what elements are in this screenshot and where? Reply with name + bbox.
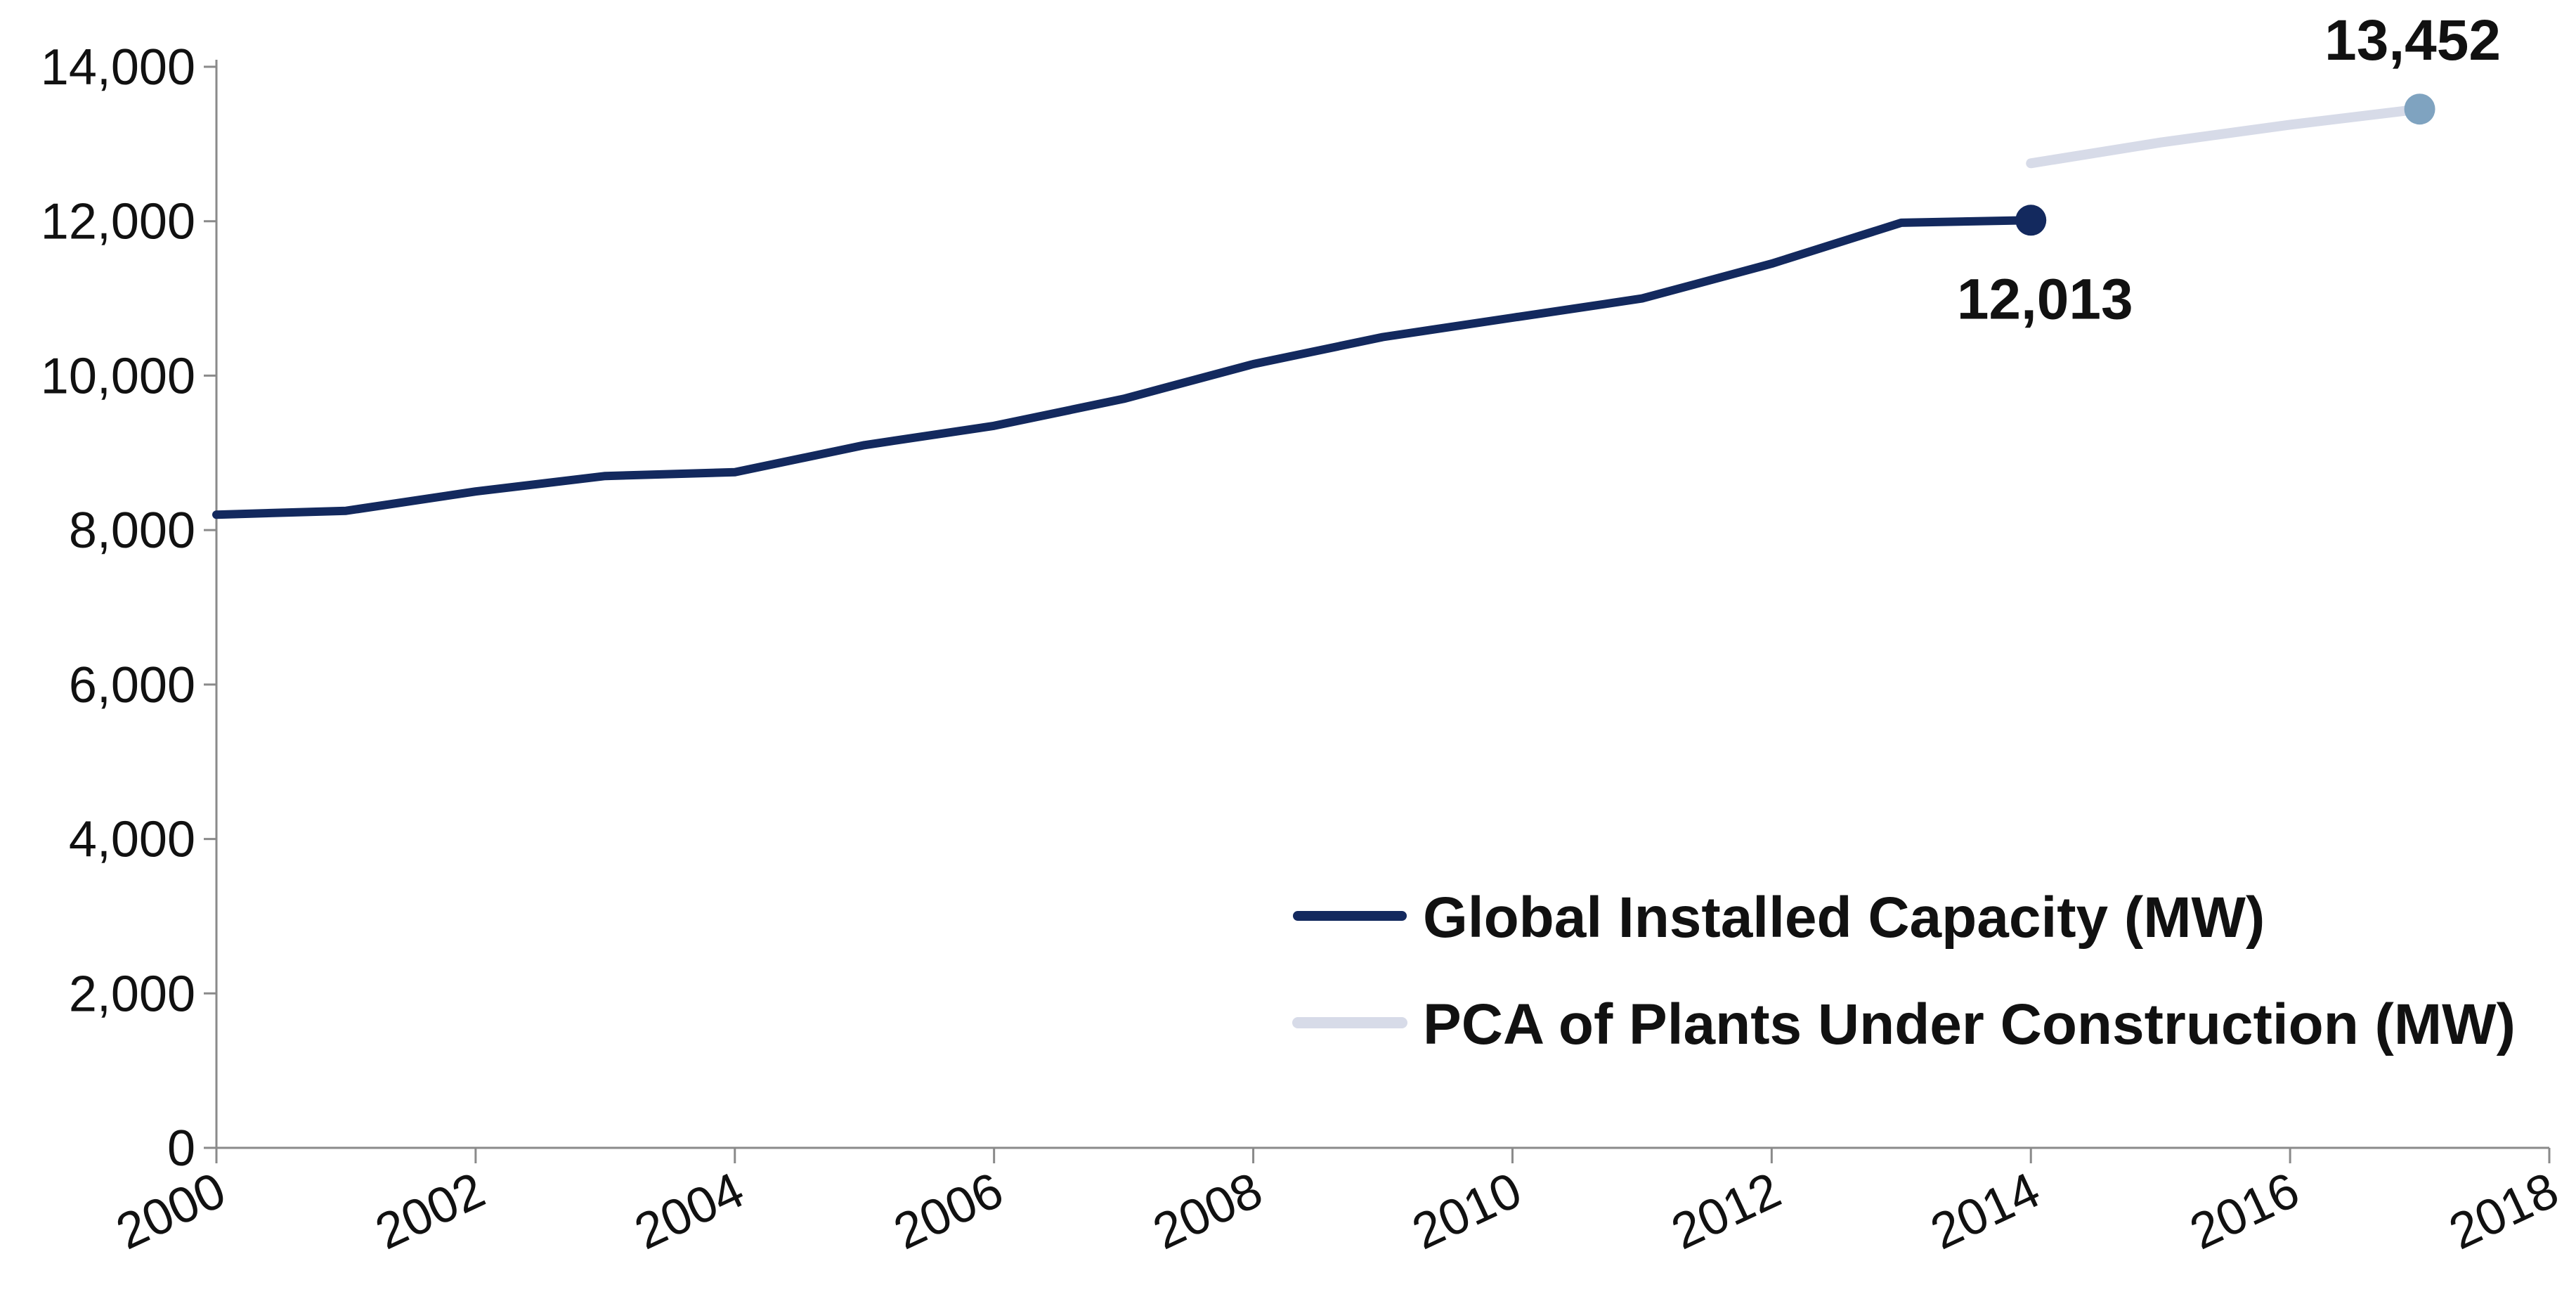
end-point-marker-global [2015,205,2047,236]
y-tick-label: 6,000 [69,657,195,713]
y-tick-label: 0 [167,1120,195,1177]
data-labels: 12,013 13,452 [1957,8,2501,331]
y-tick-label: 2,000 [69,966,195,1022]
axes: 0 2,000 4,000 6,000 8,000 10,000 12,000 14,000 2… [41,39,2567,1260]
x-tick-label: 2002 [367,1162,493,1260]
x-tick-label: 2016 [2182,1162,2308,1260]
end-point-marker-pca [2404,93,2435,125]
x-tick-label: 2004 [627,1162,753,1260]
data-label-pca-end: 13,452 [2324,8,2501,72]
data-label-global-end: 12,013 [1957,267,2133,331]
legend-label-1: PCA of Plants Under Construction (MW) [1423,993,2516,1056]
x-tick-label: 2014 [1923,1162,2048,1260]
y-tick-label: 14,000 [41,39,195,96]
series-layer [212,93,2435,519]
x-tick-label: 2018 [2441,1162,2567,1260]
x-tick-label: 2010 [1404,1162,1530,1260]
x-tick-label: 2008 [1145,1162,1270,1260]
x-tick-label: 2000 [108,1162,234,1260]
y-tick-label: 4,000 [69,812,195,868]
series-line-pca-under-construction [2026,104,2425,169]
series-line-global-installed-capacity [212,216,2036,519]
x-tick-label: 2006 [885,1162,1011,1260]
y-tick-label: 10,000 [41,348,195,404]
y-tick-label: 8,000 [69,503,195,559]
legend-label-0: Global Installed Capacity (MW) [1423,886,2265,950]
x-tick-label: 2012 [1663,1162,1789,1260]
y-tick-label: 12,000 [41,194,195,250]
legend: Global Installed Capacity (MW) PCA of Pla… [1292,886,2516,1056]
